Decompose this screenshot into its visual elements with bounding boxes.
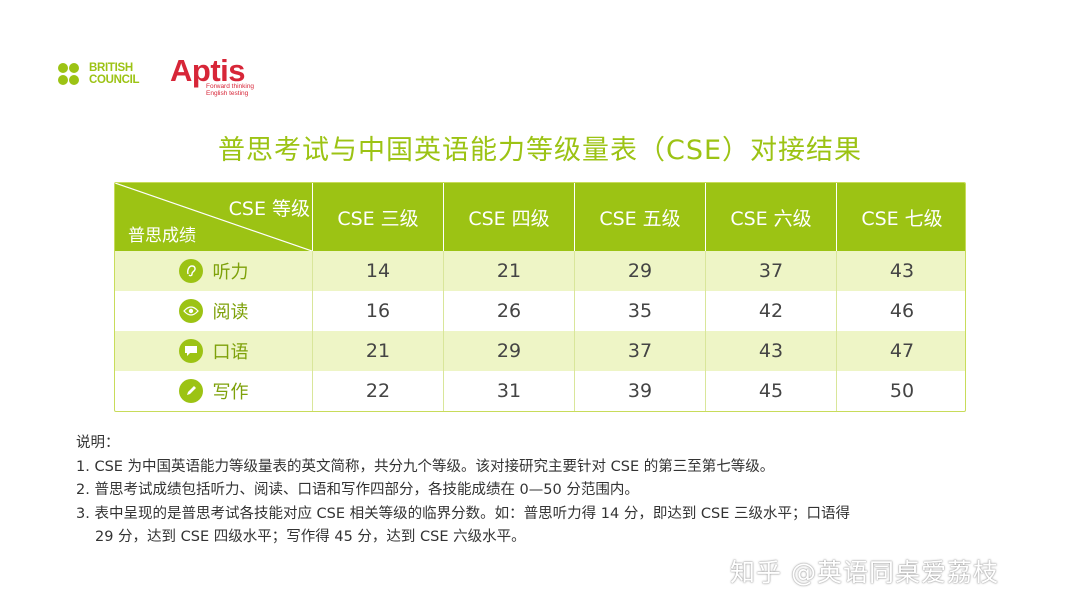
table-cell: 46 [836,291,965,331]
table-cell: 37 [574,331,705,371]
table-cell: 21 [312,331,443,371]
table-cell: 31 [443,371,574,411]
row-label-text: 阅读 [212,302,249,323]
table-row: 写作 22 31 39 45 50 [115,371,965,411]
british-council-text: BRITISH COUNCIL [89,62,140,86]
table-cell: 45 [705,371,836,411]
aptis-wordmark: Aptis [170,53,246,88]
column-header: CSE 六级 [705,183,836,251]
speech-bubble-icon [178,339,203,363]
column-header: CSE 七级 [836,183,965,251]
corner-label-cse-level: CSE 等级 [228,198,310,220]
table-row: 口语 21 29 37 43 47 [115,331,965,371]
row-label: 写作 [115,371,312,411]
row-label: 阅读 [115,291,312,331]
table-cell: 21 [443,251,574,291]
table-cell: 37 [705,251,836,291]
table-cell: 14 [312,251,443,291]
corner-label-aptis-score: 普思成绩 [128,226,196,246]
row-label-text: 口语 [212,342,249,363]
ear-icon [178,259,203,283]
table-cell: 35 [574,291,705,331]
cse-table: CSE 等级 普思成绩 CSE 三级 CSE 四级 CSE 五级 CSE 六级 … [114,182,966,412]
note-item-continuation: 29 分，达到 CSE 四级水平；写作得 45 分，达到 CSE 六级水平。 [95,529,526,545]
table-corner-cell: CSE 等级 普思成绩 [115,183,312,251]
table-cell: 29 [443,331,574,371]
british-council-logo: BRITISH COUNCIL [58,60,158,90]
aptis-tagline: Forward thinking English testing [206,83,255,97]
pencil-icon [178,379,203,403]
table-cell: 43 [836,251,965,291]
notes-section: 说明： 1. CSE 为中国英语能力等级量表的英文简称，共分九个等级。该对接研究… [76,432,850,550]
eye-icon [178,299,203,323]
row-label-text: 听力 [212,262,249,283]
column-header: CSE 五级 [574,183,705,251]
table-cell: 26 [443,291,574,331]
table-cell: 16 [312,291,443,331]
watermark: 知乎 @英语同桌爱荔枝 [730,558,999,587]
note-item: 1. CSE 为中国英语能力等级量表的英文简称，共分九个等级。该对接研究主要针对… [76,458,775,475]
row-label: 听力 [115,251,312,291]
british-council-dots-icon [58,63,88,89]
notes-heading: 说明： [76,435,120,451]
aptis-logo: Aptis Forward thinking English testing [170,53,266,98]
corner-diagonal-line [115,183,312,251]
row-label-text: 写作 [212,382,249,403]
table-row: 听力 14 21 29 37 43 [115,251,965,291]
table-header: CSE 等级 普思成绩 CSE 三级 CSE 四级 CSE 五级 CSE 六级 … [115,183,965,251]
table-cell: 22 [312,371,443,411]
note-item: 2. 普思考试成绩包括听力、阅读、口语和写作四部分，各技能成绩在 0—50 分范… [76,482,639,498]
table-cell: 42 [705,291,836,331]
page-title: 普思考试与中国英语能力等级量表（CSE）对接结果 [217,135,863,166]
column-header: CSE 四级 [443,183,574,251]
table-cell: 43 [705,331,836,371]
column-header: CSE 三级 [312,183,443,251]
table-cell: 47 [836,331,965,371]
table-cell: 39 [574,371,705,411]
note-item: 3. 表中呈现的是普思考试各技能对应 CSE 相关等级的临界分数。如：普思听力得… [76,505,851,522]
row-label: 口语 [115,331,312,371]
table-cell: 50 [836,371,965,411]
table-row: 阅读 16 26 35 42 46 [115,291,965,331]
table-cell: 29 [574,251,705,291]
